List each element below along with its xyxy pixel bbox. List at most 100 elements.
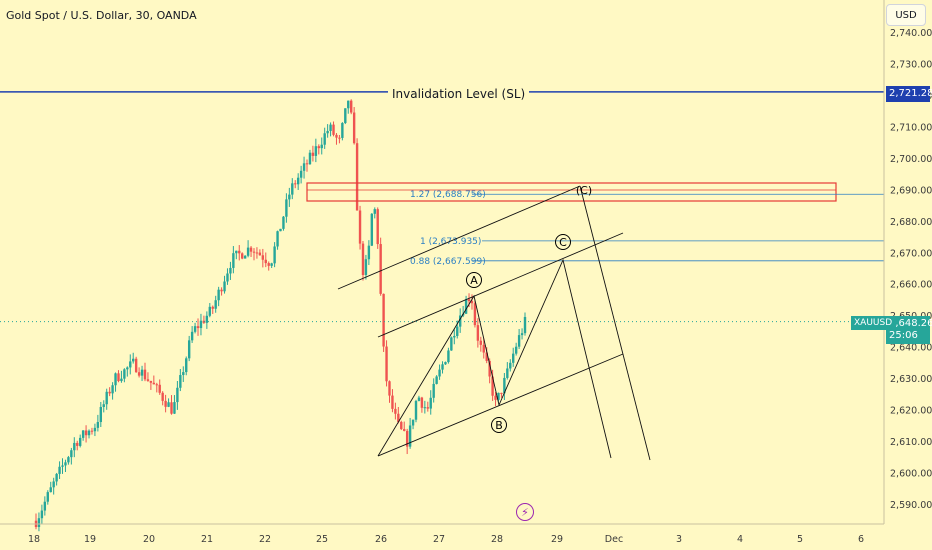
candle-body [123, 369, 126, 379]
candle-body [238, 250, 241, 254]
candle-body [279, 228, 282, 232]
time-axis[interactable]: 18 19 20 21 22 25 26 27 28 29 Dec 3 4 5 6 [0, 523, 884, 545]
projection-line [579, 185, 651, 461]
candle-body [367, 245, 371, 260]
candle-body [479, 340, 483, 345]
price-tick-label: 2,660.000 [890, 280, 932, 291]
candle-body [294, 183, 297, 185]
candle-body [408, 425, 412, 447]
candle-body [67, 457, 70, 463]
time-tick-label: 28 [491, 534, 503, 545]
candle-body [120, 378, 123, 382]
candle-body [288, 194, 291, 200]
candle-body [93, 427, 97, 432]
wave-circle [466, 272, 482, 288]
candle-body [105, 391, 108, 405]
candle-body [208, 306, 212, 316]
time-tick-label: 6 [858, 534, 864, 545]
price-axis-bg [884, 0, 932, 550]
price-tick-label: 2,670.000 [890, 248, 932, 259]
candle-body [364, 259, 368, 275]
price-tick-label: 2,600.000 [890, 469, 932, 480]
time-tick-label: 19 [84, 534, 96, 545]
candle-body [185, 358, 188, 373]
countdown: 25:06 [889, 330, 918, 341]
candle-body [382, 293, 385, 347]
candle-body [500, 392, 503, 394]
price-tick-label: 2,690.000 [890, 185, 932, 196]
candle-body [241, 253, 244, 259]
candle-body [223, 281, 226, 292]
candle-body [473, 303, 477, 326]
invalidation-label: Invalidation Level (SL) [388, 86, 530, 102]
candle-body [117, 373, 120, 382]
candle-body [226, 273, 229, 282]
candle-body [417, 397, 421, 401]
wave-label: B [495, 419, 503, 432]
candle-body [170, 402, 173, 414]
candle-body [187, 340, 191, 359]
candle-body [464, 299, 468, 314]
candle-body [370, 213, 374, 246]
price-tick-label: 2,730.000 [890, 59, 932, 70]
candle-body [456, 326, 459, 336]
candle-body [267, 263, 270, 266]
candle-body [441, 364, 444, 370]
drawings: 1.27 (2,688.756) 1 (2,673.935) 0.88 (2,667… [0, 91, 884, 461]
candle-body [323, 133, 326, 145]
candle-body [211, 306, 214, 309]
candle-body [358, 210, 362, 244]
candle-body [217, 289, 220, 301]
candle-body [376, 209, 379, 245]
candle-body [420, 397, 424, 408]
time-tick-label: 21 [201, 534, 213, 545]
channel-line-lower [377, 353, 624, 457]
candle-body [73, 442, 76, 451]
lightning-icon[interactable]: ⚡ [516, 503, 534, 521]
candle-body [520, 333, 524, 336]
wave-path [377, 258, 612, 459]
candle-body [394, 408, 397, 414]
candle-body [76, 442, 79, 446]
candle-body [514, 346, 518, 354]
wave-label: C [559, 236, 567, 249]
candle-body [261, 255, 265, 260]
price-axis[interactable]: 2,590.000 2,600.000 2,610.000 2,620.000 2,63… [883, 0, 932, 550]
candle-body [435, 376, 438, 384]
candle-body [349, 100, 353, 113]
candle-body [37, 518, 41, 528]
candle-body [40, 510, 44, 519]
candle-body [494, 395, 497, 400]
candle-body [176, 387, 179, 403]
candle-body [405, 430, 409, 447]
candle-body [158, 384, 161, 393]
candle-body [90, 430, 94, 432]
candle-body [317, 146, 320, 149]
candle-body [205, 315, 209, 323]
price-tick-label: 2,610.000 [890, 437, 932, 448]
candle-body [391, 395, 394, 409]
candle-body [338, 137, 341, 139]
price-tick-label: 2,680.000 [890, 217, 932, 228]
candle-body [311, 152, 315, 156]
candle-body [255, 252, 259, 254]
channel-line-mid [377, 232, 624, 338]
candle-body [296, 177, 300, 185]
candle-body [388, 381, 391, 396]
candle-body [476, 325, 480, 341]
currency-button[interactable]: USD [886, 4, 926, 26]
candle-body [361, 243, 365, 275]
candle-body [488, 360, 491, 377]
candle-body [61, 465, 64, 467]
candle-body [270, 263, 273, 266]
price-tick-label: 2,590.000 [890, 500, 932, 511]
candle-body [282, 216, 285, 229]
candle-body [423, 407, 427, 409]
candle-body [196, 326, 200, 329]
wave-circle [555, 234, 571, 250]
candle-body [108, 391, 111, 394]
candle-body [352, 112, 356, 144]
candle-body [450, 337, 453, 351]
candle-body [132, 358, 135, 362]
